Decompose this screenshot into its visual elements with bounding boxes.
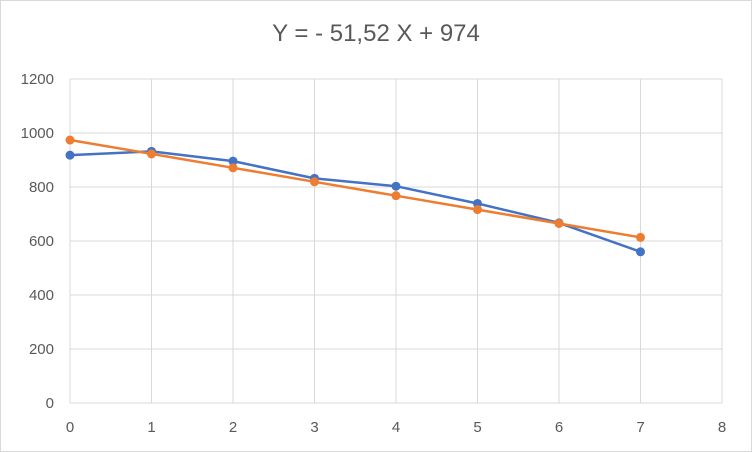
x-tick-label: 2	[229, 419, 237, 436]
x-tick-label: 4	[392, 419, 400, 436]
y-tick-label: 600	[29, 233, 54, 250]
series-line	[69, 150, 641, 253]
y-tick-label: 400	[29, 287, 54, 304]
y-tick-label: 200	[29, 341, 54, 358]
data-point	[391, 181, 401, 191]
data-point	[391, 191, 401, 201]
data-point	[65, 150, 75, 160]
data-point	[228, 156, 238, 166]
data-point	[473, 205, 482, 215]
series-1	[65, 146, 645, 257]
y-tick-label: 1000	[21, 125, 54, 142]
series-2	[65, 135, 645, 242]
data-point	[228, 163, 238, 173]
y-tick-label: 1200	[21, 71, 54, 88]
x-tick-label: 5	[473, 419, 481, 436]
y-tick-label: 0	[46, 395, 54, 412]
x-tick-label: 1	[147, 419, 155, 436]
data-point	[554, 218, 564, 228]
data-point	[310, 177, 319, 187]
x-tick-label: 8	[718, 419, 726, 436]
x-tick-label: 0	[66, 419, 74, 436]
x-tick-label: 3	[310, 419, 318, 436]
gridlines	[69, 78, 723, 404]
series-layer	[65, 135, 645, 257]
x-tick-label: 6	[555, 419, 563, 436]
data-point	[147, 149, 156, 159]
data-point	[636, 247, 645, 257]
chart-title: Y = - 51,52 X + 974	[272, 20, 480, 47]
data-point	[65, 135, 75, 145]
data-point	[636, 232, 645, 242]
x-tick-label: 7	[636, 419, 644, 436]
y-tick-label: 800	[29, 179, 54, 196]
tick-labels: 0 200 400 600 800 1000 1200 0 1 2 3 4 5 6 7 8	[21, 71, 727, 436]
series-line	[69, 138, 641, 239]
